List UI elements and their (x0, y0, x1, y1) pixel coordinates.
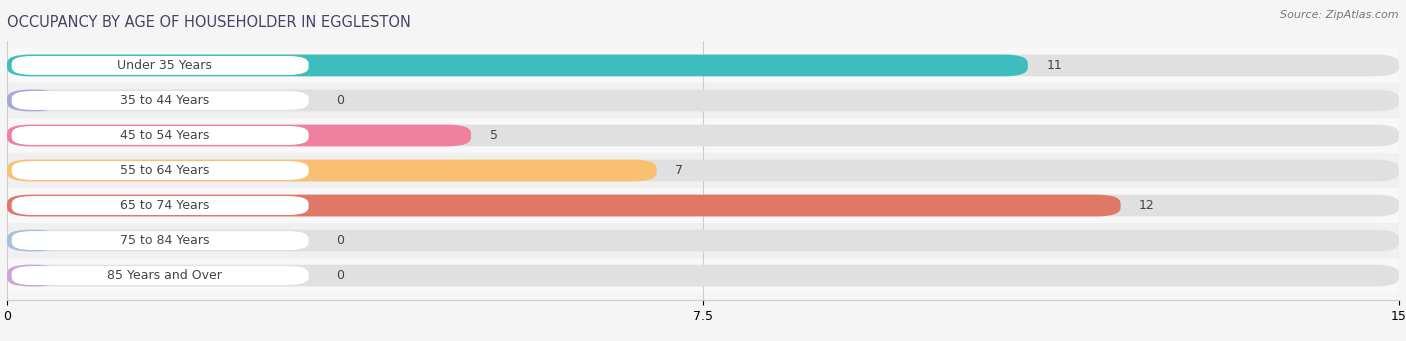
FancyBboxPatch shape (7, 265, 1399, 286)
Text: 35 to 44 Years: 35 to 44 Years (120, 94, 209, 107)
FancyBboxPatch shape (7, 195, 1399, 217)
FancyBboxPatch shape (7, 223, 1399, 258)
FancyBboxPatch shape (7, 265, 58, 286)
FancyBboxPatch shape (7, 124, 471, 146)
FancyBboxPatch shape (7, 160, 1399, 181)
FancyBboxPatch shape (11, 56, 309, 75)
Text: OCCUPANCY BY AGE OF HOUSEHOLDER IN EGGLESTON: OCCUPANCY BY AGE OF HOUSEHOLDER IN EGGLE… (7, 15, 411, 30)
Text: Under 35 Years: Under 35 Years (117, 59, 212, 72)
FancyBboxPatch shape (7, 153, 1399, 188)
FancyBboxPatch shape (7, 124, 1399, 146)
FancyBboxPatch shape (7, 48, 1399, 83)
FancyBboxPatch shape (7, 258, 1399, 293)
Text: 55 to 64 Years: 55 to 64 Years (120, 164, 209, 177)
FancyBboxPatch shape (7, 83, 1399, 118)
Text: 11: 11 (1046, 59, 1062, 72)
Text: 5: 5 (489, 129, 498, 142)
FancyBboxPatch shape (7, 118, 1399, 153)
Text: Source: ZipAtlas.com: Source: ZipAtlas.com (1281, 10, 1399, 20)
Text: 0: 0 (336, 234, 344, 247)
FancyBboxPatch shape (11, 196, 309, 215)
FancyBboxPatch shape (7, 188, 1399, 223)
FancyBboxPatch shape (7, 230, 58, 251)
FancyBboxPatch shape (7, 55, 1028, 76)
Text: 75 to 84 Years: 75 to 84 Years (120, 234, 209, 247)
Text: 45 to 54 Years: 45 to 54 Years (120, 129, 209, 142)
FancyBboxPatch shape (11, 126, 309, 145)
FancyBboxPatch shape (7, 195, 1121, 217)
FancyBboxPatch shape (7, 55, 1399, 76)
FancyBboxPatch shape (7, 90, 58, 111)
FancyBboxPatch shape (7, 90, 1399, 111)
FancyBboxPatch shape (11, 161, 309, 180)
Text: 7: 7 (675, 164, 683, 177)
FancyBboxPatch shape (7, 230, 1399, 251)
Text: 85 Years and Over: 85 Years and Over (107, 269, 222, 282)
Text: 12: 12 (1139, 199, 1154, 212)
FancyBboxPatch shape (11, 266, 309, 285)
Text: 0: 0 (336, 269, 344, 282)
Text: 65 to 74 Years: 65 to 74 Years (120, 199, 209, 212)
FancyBboxPatch shape (11, 91, 309, 110)
Text: 0: 0 (336, 94, 344, 107)
FancyBboxPatch shape (11, 231, 309, 250)
FancyBboxPatch shape (7, 160, 657, 181)
